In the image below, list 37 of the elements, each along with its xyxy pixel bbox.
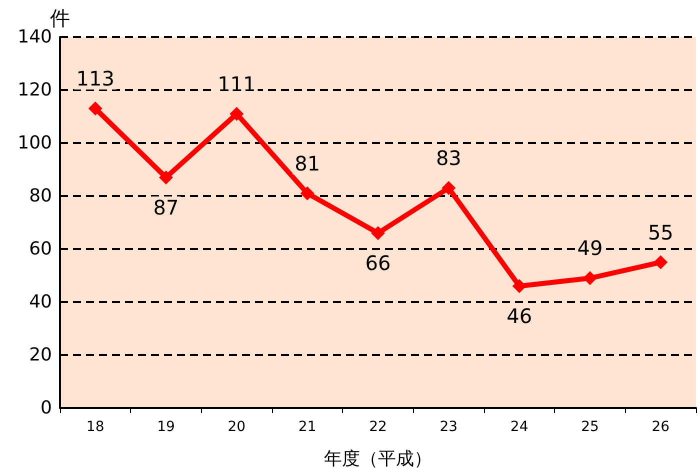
point <box>512 279 526 294</box>
y-tick-label: 20 <box>29 344 52 366</box>
x-tick-label: 26 <box>652 419 670 435</box>
point <box>583 271 597 286</box>
y-tick-label: 40 <box>29 292 52 312</box>
data-label: 66 <box>365 251 391 276</box>
x-tick-label: 23 <box>440 419 458 435</box>
x-axis-title: 年度（平成） <box>324 448 432 470</box>
data-label: 49 <box>577 236 603 260</box>
x-tick-label: 18 <box>86 419 104 435</box>
x-tick-label: 22 <box>369 419 387 435</box>
point <box>88 102 102 116</box>
x-tick-label: 24 <box>510 419 528 435</box>
data-label: 87 <box>153 195 179 220</box>
point <box>159 170 173 184</box>
y-tick-label: 0 <box>40 398 52 418</box>
y-tick-label: 60 <box>29 238 52 260</box>
x-tick-label: 20 <box>228 419 246 435</box>
point <box>371 226 385 240</box>
point <box>442 181 456 196</box>
point <box>300 186 314 200</box>
point <box>654 255 668 270</box>
data-label: 46 <box>506 304 532 328</box>
y-tick-label: 120 <box>18 80 52 100</box>
y-tick-label: 100 <box>18 132 52 154</box>
data-label: 113 <box>76 66 114 91</box>
x-tick-label: 25 <box>581 419 599 435</box>
data-label: 111 <box>218 72 256 96</box>
data-label: 55 <box>648 220 674 244</box>
data-label: 83 <box>436 146 462 170</box>
data-label: 81 <box>294 151 320 176</box>
x-tick-label: 21 <box>298 419 316 435</box>
y-tick-label: 140 <box>18 26 52 48</box>
x-tick-label: 19 <box>157 419 175 435</box>
point <box>230 106 244 121</box>
y-axis-title: 件 <box>50 6 70 30</box>
y-tick-label: 80 <box>29 186 52 206</box>
